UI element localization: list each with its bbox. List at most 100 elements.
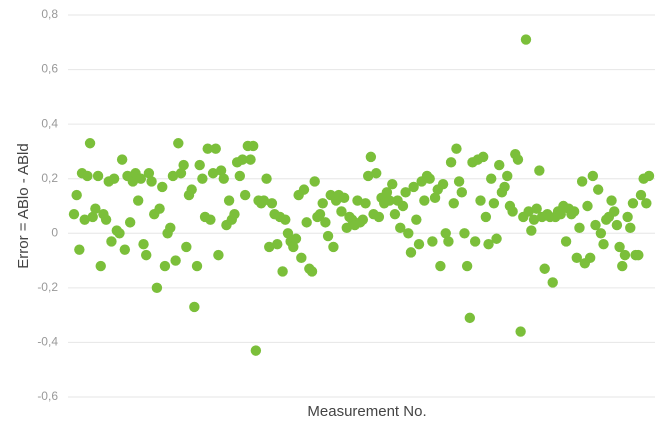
point (352, 195, 363, 206)
point (322, 230, 334, 242)
point (424, 173, 435, 184)
point (507, 206, 518, 217)
point (143, 168, 155, 179)
point (223, 195, 235, 206)
point (411, 214, 422, 225)
point (451, 143, 462, 154)
point (528, 214, 540, 225)
point (261, 173, 272, 184)
point (539, 263, 550, 274)
point (309, 176, 320, 187)
point (210, 143, 221, 154)
point (132, 195, 144, 206)
point (400, 187, 411, 198)
point (157, 181, 168, 193)
point (614, 241, 625, 253)
point (459, 228, 470, 239)
point (84, 138, 96, 149)
point (365, 151, 377, 163)
point (360, 198, 371, 209)
point (141, 249, 152, 261)
point (154, 203, 165, 214)
point (475, 195, 486, 206)
y-tick-label: -0,4 (37, 335, 58, 349)
point (571, 252, 582, 264)
point (435, 260, 446, 272)
point (362, 170, 374, 182)
point (95, 260, 106, 272)
point (635, 189, 647, 201)
point (314, 208, 326, 220)
point (403, 228, 414, 239)
point (641, 198, 652, 209)
point (477, 151, 489, 163)
point (619, 249, 631, 261)
point (205, 214, 216, 225)
point (397, 200, 409, 212)
point (165, 222, 176, 234)
point (483, 239, 494, 250)
point (108, 173, 120, 184)
point (135, 173, 147, 184)
point (643, 170, 655, 182)
point (547, 277, 558, 288)
point (234, 170, 246, 182)
y-tick-label: -0,2 (37, 280, 58, 294)
point (611, 219, 623, 231)
point (595, 228, 607, 239)
point (622, 211, 633, 223)
point (341, 222, 352, 234)
y-tick-label: -0,6 (37, 389, 58, 403)
point (245, 154, 256, 165)
point (229, 208, 240, 220)
point (587, 170, 599, 182)
point (197, 173, 208, 184)
point (413, 239, 425, 250)
point (387, 178, 398, 190)
point (440, 228, 451, 239)
point (523, 206, 534, 217)
point (625, 222, 636, 234)
point (469, 236, 481, 247)
point (272, 239, 283, 250)
point (592, 184, 604, 195)
point (555, 208, 566, 220)
point (138, 239, 149, 250)
point (106, 236, 117, 247)
point (534, 165, 545, 176)
point (74, 244, 85, 255)
point (480, 211, 492, 223)
point (405, 247, 417, 258)
point (170, 255, 181, 266)
point (590, 219, 601, 231)
point (456, 187, 467, 198)
point (317, 198, 328, 209)
point (512, 154, 524, 165)
point (215, 165, 227, 176)
point (71, 189, 82, 201)
x-axis-title: Measurement No. (307, 403, 426, 420)
point (491, 233, 502, 244)
point (429, 192, 441, 204)
point (100, 214, 112, 225)
point (194, 159, 205, 171)
point (124, 217, 136, 228)
point (90, 203, 101, 214)
point (207, 168, 219, 179)
point (609, 206, 620, 217)
point (175, 168, 187, 179)
point (633, 249, 644, 261)
y-tick-label: 0,2 (41, 171, 58, 185)
point (499, 181, 510, 193)
point (381, 187, 393, 198)
point (598, 239, 609, 250)
point (488, 198, 500, 209)
point (116, 154, 128, 165)
point (82, 170, 93, 182)
point (461, 260, 473, 272)
point (173, 138, 184, 149)
point (437, 178, 449, 190)
point (515, 326, 526, 337)
point (191, 260, 203, 272)
